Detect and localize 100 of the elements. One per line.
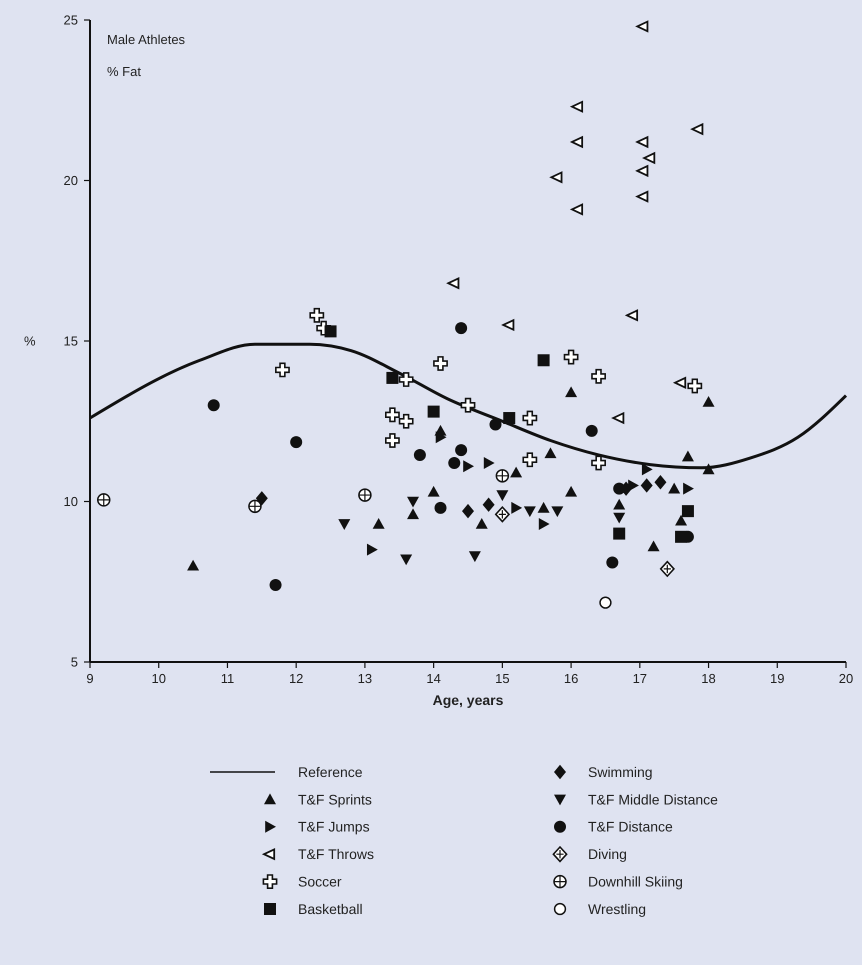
point — [372, 518, 385, 529]
point — [591, 456, 606, 470]
point — [682, 450, 694, 462]
legend-label: T&F Distance — [588, 818, 674, 835]
point — [447, 278, 460, 289]
point — [455, 322, 468, 334]
point — [407, 508, 420, 520]
point — [433, 356, 448, 371]
point — [256, 491, 268, 506]
point — [489, 418, 502, 430]
x-tick-label: 9 — [86, 671, 94, 686]
point — [702, 463, 715, 474]
point — [538, 518, 550, 530]
point — [407, 496, 420, 508]
annotation: % Fat — [107, 64, 142, 79]
legend-label: T&F Sprints — [298, 791, 372, 808]
legend-label: T&F Jumps — [298, 818, 370, 835]
point — [522, 452, 538, 468]
point — [385, 433, 400, 448]
point — [636, 136, 648, 148]
x-tick-label: 19 — [770, 671, 785, 686]
point — [524, 506, 536, 518]
point — [398, 372, 414, 387]
point — [275, 362, 290, 378]
x-tick-label: 14 — [426, 671, 441, 686]
point — [290, 436, 302, 448]
legend-label: Downhill Skiing — [588, 874, 683, 890]
point — [668, 482, 680, 494]
point — [640, 478, 653, 493]
point — [550, 172, 562, 183]
point — [463, 460, 474, 472]
point — [613, 498, 626, 510]
point — [551, 506, 564, 518]
point — [496, 490, 508, 502]
x-tick-label: 13 — [358, 671, 372, 686]
point — [586, 424, 598, 437]
point — [436, 431, 447, 444]
point — [702, 396, 715, 407]
point — [398, 414, 414, 429]
y-tick-label: 20 — [64, 173, 78, 188]
point — [599, 596, 612, 609]
point — [400, 554, 412, 566]
point — [511, 502, 522, 514]
legend-label: Basketball — [298, 900, 363, 917]
point — [455, 444, 468, 456]
x-tick-label: 11 — [220, 671, 234, 686]
x-tick-label: 10 — [151, 671, 166, 686]
y-tick-label: 15 — [64, 334, 78, 349]
point — [338, 519, 350, 530]
legend-label: Swimming — [588, 764, 653, 780]
point — [687, 378, 702, 394]
point — [510, 466, 522, 478]
point — [660, 560, 675, 577]
point — [675, 514, 688, 526]
point — [674, 377, 686, 388]
point — [612, 412, 624, 424]
point — [606, 556, 618, 568]
point — [385, 407, 400, 422]
point — [324, 325, 337, 338]
point — [613, 528, 626, 540]
x-axis-title: Age, years — [432, 692, 504, 708]
point — [428, 486, 440, 497]
point — [484, 456, 495, 469]
annotation: Male Athletes — [107, 32, 186, 47]
point — [522, 410, 538, 426]
legend-label: Soccer — [298, 874, 342, 890]
legend-label: Reference — [298, 764, 363, 780]
point — [476, 518, 488, 529]
point — [494, 506, 510, 522]
x-tick-label: 12 — [288, 671, 304, 686]
point — [482, 498, 495, 512]
legend-label: T&F Middle Distance — [588, 791, 718, 808]
point — [538, 502, 550, 513]
point — [366, 544, 378, 556]
point — [462, 504, 474, 518]
point — [414, 448, 426, 461]
legend-label: Diving — [588, 846, 627, 862]
point — [565, 386, 578, 398]
y-axis-title: % — [24, 334, 36, 349]
point — [565, 486, 578, 497]
point — [626, 310, 638, 322]
point — [187, 560, 200, 570]
point — [636, 190, 648, 202]
point — [502, 319, 514, 331]
y-tick-label: 25 — [64, 12, 78, 28]
legend-label: T&F Throws — [298, 846, 374, 862]
x-tick-label: 15 — [495, 671, 510, 686]
point — [648, 540, 660, 552]
x-tick-label: 16 — [564, 671, 578, 686]
point — [434, 502, 447, 514]
x-tick-label: 20 — [838, 671, 854, 686]
point — [571, 100, 584, 112]
point — [683, 482, 694, 495]
point — [571, 204, 584, 216]
point — [428, 406, 440, 418]
point — [564, 350, 578, 364]
point — [691, 123, 704, 135]
point — [460, 398, 476, 413]
point — [642, 463, 653, 476]
point — [636, 20, 648, 32]
